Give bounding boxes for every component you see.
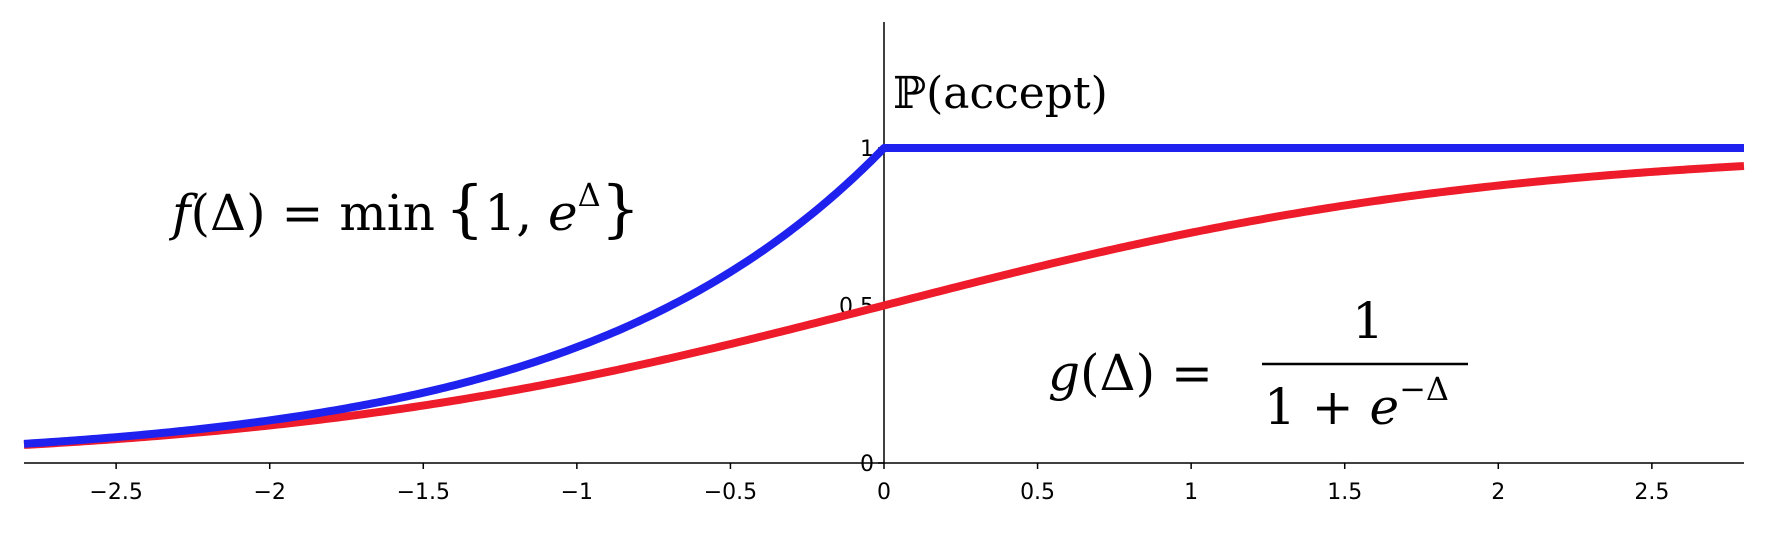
- f-brace-close: }: [601, 172, 640, 245]
- f-brace-open: {: [445, 172, 484, 245]
- axes: [24, 22, 1744, 464]
- x-tick-label: 1.5: [1327, 480, 1362, 505]
- x-tick-label: −1: [561, 480, 593, 505]
- x-tick-label: −0.5: [704, 480, 757, 505]
- x-tick-label: −2.5: [89, 480, 142, 505]
- f-lhs: (Δ) = min: [191, 184, 435, 242]
- f-exp-base: e: [548, 184, 578, 242]
- g-equation-lhs: g(Δ) =: [1048, 344, 1213, 402]
- g-name: g: [1048, 344, 1080, 402]
- y-tick-label: 1: [860, 137, 874, 162]
- g-den-exp-base: e: [1370, 378, 1400, 436]
- g-den-exponent: −Δ: [1399, 370, 1449, 408]
- y-axis-label: ℙ(accept): [893, 68, 1108, 119]
- x-tick-label: −2: [253, 480, 285, 505]
- x-tick-label: −1.5: [397, 480, 450, 505]
- g-den-main: 1 +: [1264, 378, 1370, 436]
- series-line-g-logistic: [23, 162, 1745, 449]
- x-ticks: −2.5 −2 −1.5 −1 −0.5 0 0.5 1 1.5 2 2.5: [89, 463, 1669, 505]
- series-layer: [23, 144, 1745, 449]
- x-tick-label: 2: [1491, 480, 1505, 505]
- x-tick-label: 0.5: [1020, 480, 1055, 505]
- y-tick-label: 0: [860, 452, 874, 477]
- f-equation-annotation: f(Δ) = min {1, eΔ}: [168, 172, 640, 245]
- x-tick-label: 0: [877, 480, 891, 505]
- f-args: 1,: [484, 184, 548, 242]
- g-denominator: 1 + e−Δ: [1264, 370, 1449, 436]
- series-line-f-min: [23, 144, 1744, 448]
- x-tick-label: 2.5: [1634, 480, 1669, 505]
- g-lhs: (Δ) =: [1080, 344, 1213, 402]
- f-exponent: Δ: [578, 176, 601, 214]
- x-tick-label: 1: [1184, 480, 1198, 505]
- g-numerator: 1: [1352, 292, 1384, 350]
